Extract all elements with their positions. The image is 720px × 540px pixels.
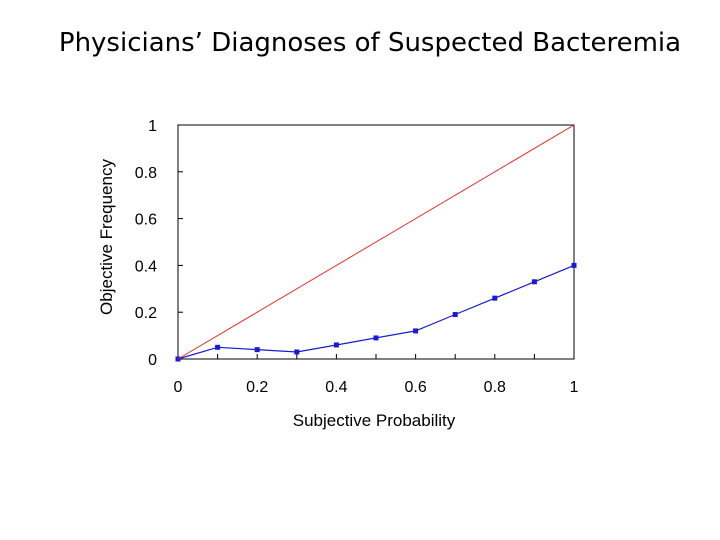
observed-data-point [373, 335, 379, 341]
y-tick-label: 0.2 [135, 305, 157, 322]
slide-title: Physicians’ Diagnoses of Suspected Bacte… [58, 28, 682, 58]
x-tick-label: 0 [174, 379, 183, 396]
y-tick-label: 0.6 [135, 212, 157, 229]
observed-data-point [413, 328, 419, 334]
y-tick-label: 0 [148, 352, 157, 369]
x-tick-label: 0.6 [404, 379, 426, 396]
y-axis: 0 0.2 0.4 0.6 0.8 1 [135, 118, 183, 369]
x-tick-label: 0.2 [246, 379, 268, 396]
observed-data-point [333, 342, 339, 348]
x-tick-label: 0.8 [484, 379, 506, 396]
reference-diagonal-line [177, 124, 575, 360]
observed-data-point [492, 295, 498, 301]
x-tick-label: 0.4 [325, 379, 347, 396]
observed-data-point [215, 344, 221, 350]
x-axis: 0 0.2 0.4 0.6 0.8 1 [174, 354, 579, 396]
observed-data-point [254, 347, 260, 353]
x-tick-label: 1 [570, 379, 579, 396]
y-tick-label: 0.4 [135, 258, 157, 275]
observed-data-point [294, 349, 300, 355]
y-tick-label: 0.8 [135, 165, 157, 182]
y-tick-label: 1 [148, 118, 157, 135]
y-axis-title: Objective Frequency [97, 159, 116, 315]
x-axis-title: Subjective Probability [293, 411, 456, 430]
observed-series-line [177, 264, 575, 360]
series-layer [175, 124, 577, 362]
observed-data-point [452, 312, 458, 318]
observed-data-point [571, 262, 577, 268]
observed-data-point [531, 279, 537, 285]
